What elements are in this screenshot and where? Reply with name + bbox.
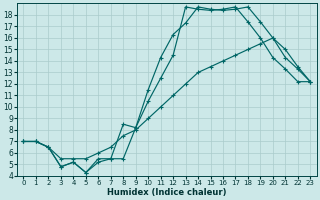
X-axis label: Humidex (Indice chaleur): Humidex (Indice chaleur) bbox=[107, 188, 227, 197]
